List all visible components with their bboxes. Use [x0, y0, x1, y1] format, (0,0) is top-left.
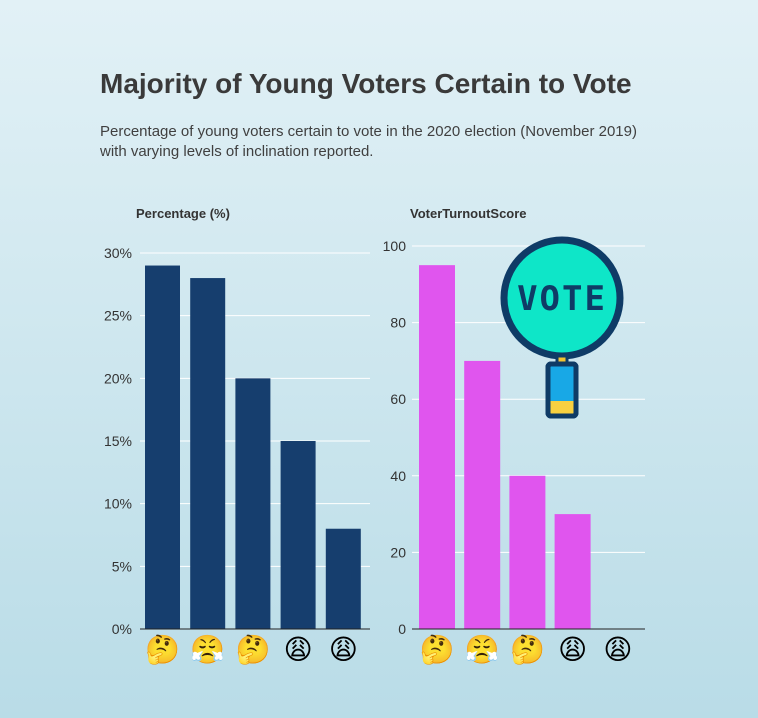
left-y-tick-label: 25% — [104, 308, 132, 324]
right-category-icon: 🤔 — [420, 634, 455, 666]
right-bar-3 — [509, 475, 546, 629]
left-y-tick-label: 10% — [104, 496, 132, 512]
left-bar-1 — [145, 265, 180, 629]
right-chart-voter-turnout: VoterTurnoutScore 0 20 40 60 80 100 🤔 😤 🤔 😩 😩 — [383, 206, 645, 666]
left-category-icon: 😩 — [283, 634, 312, 665]
left-y-tick-label: 15% — [104, 433, 132, 449]
right-category-icon: 🤔 — [510, 634, 545, 666]
left-category-icon: 😩 — [329, 634, 358, 665]
left-axis-title: Percentage (%) — [136, 206, 230, 221]
left-bar-3 — [235, 378, 271, 629]
left-bar-2 — [190, 278, 226, 629]
right-y-tick-label: 0 — [398, 621, 406, 637]
left-category-icon: 😤 — [190, 634, 225, 665]
left-category-icon: 🤔 — [235, 634, 270, 666]
left-y-tick-label: 20% — [104, 370, 132, 386]
left-chart-percentage: Percentage (%) 0% 5% 10% 15% 20% 25% 30% 🤔 😤 🤔 😩 😩 — [104, 206, 370, 666]
chart-title: Majority of Young Voters Certain to Vote — [100, 68, 632, 99]
vote-magnifier-icon: VOTE — [500, 236, 624, 419]
right-category-icon: 😤 — [465, 634, 500, 665]
right-category-icon: 😩 — [603, 634, 632, 665]
right-axis-title: VoterTurnoutScore — [410, 206, 527, 221]
vote-handle-band — [550, 401, 574, 414]
left-y-tick-label: 0% — [112, 621, 132, 637]
vote-text: VOTE — [517, 279, 607, 319]
right-category-icon: 😩 — [558, 634, 587, 665]
right-y-tick-label: 20 — [390, 544, 406, 560]
left-bar-4 — [280, 441, 316, 629]
left-bar-5 — [325, 528, 361, 629]
right-y-tick-label: 80 — [390, 315, 406, 331]
left-y-tick-label: 5% — [112, 558, 132, 574]
right-y-tick-label: 60 — [390, 391, 406, 407]
right-y-tick-label: 40 — [390, 468, 406, 484]
chart-subtitle: Percentage of young voters certain to vo… — [100, 123, 637, 160]
left-category-icon: 🤔 — [145, 634, 180, 666]
left-y-tick-label: 30% — [104, 245, 132, 261]
right-bar-1 — [419, 265, 455, 629]
right-y-tick-label: 100 — [383, 238, 407, 254]
right-bar-2 — [464, 360, 501, 629]
right-bar-4 — [554, 514, 591, 629]
